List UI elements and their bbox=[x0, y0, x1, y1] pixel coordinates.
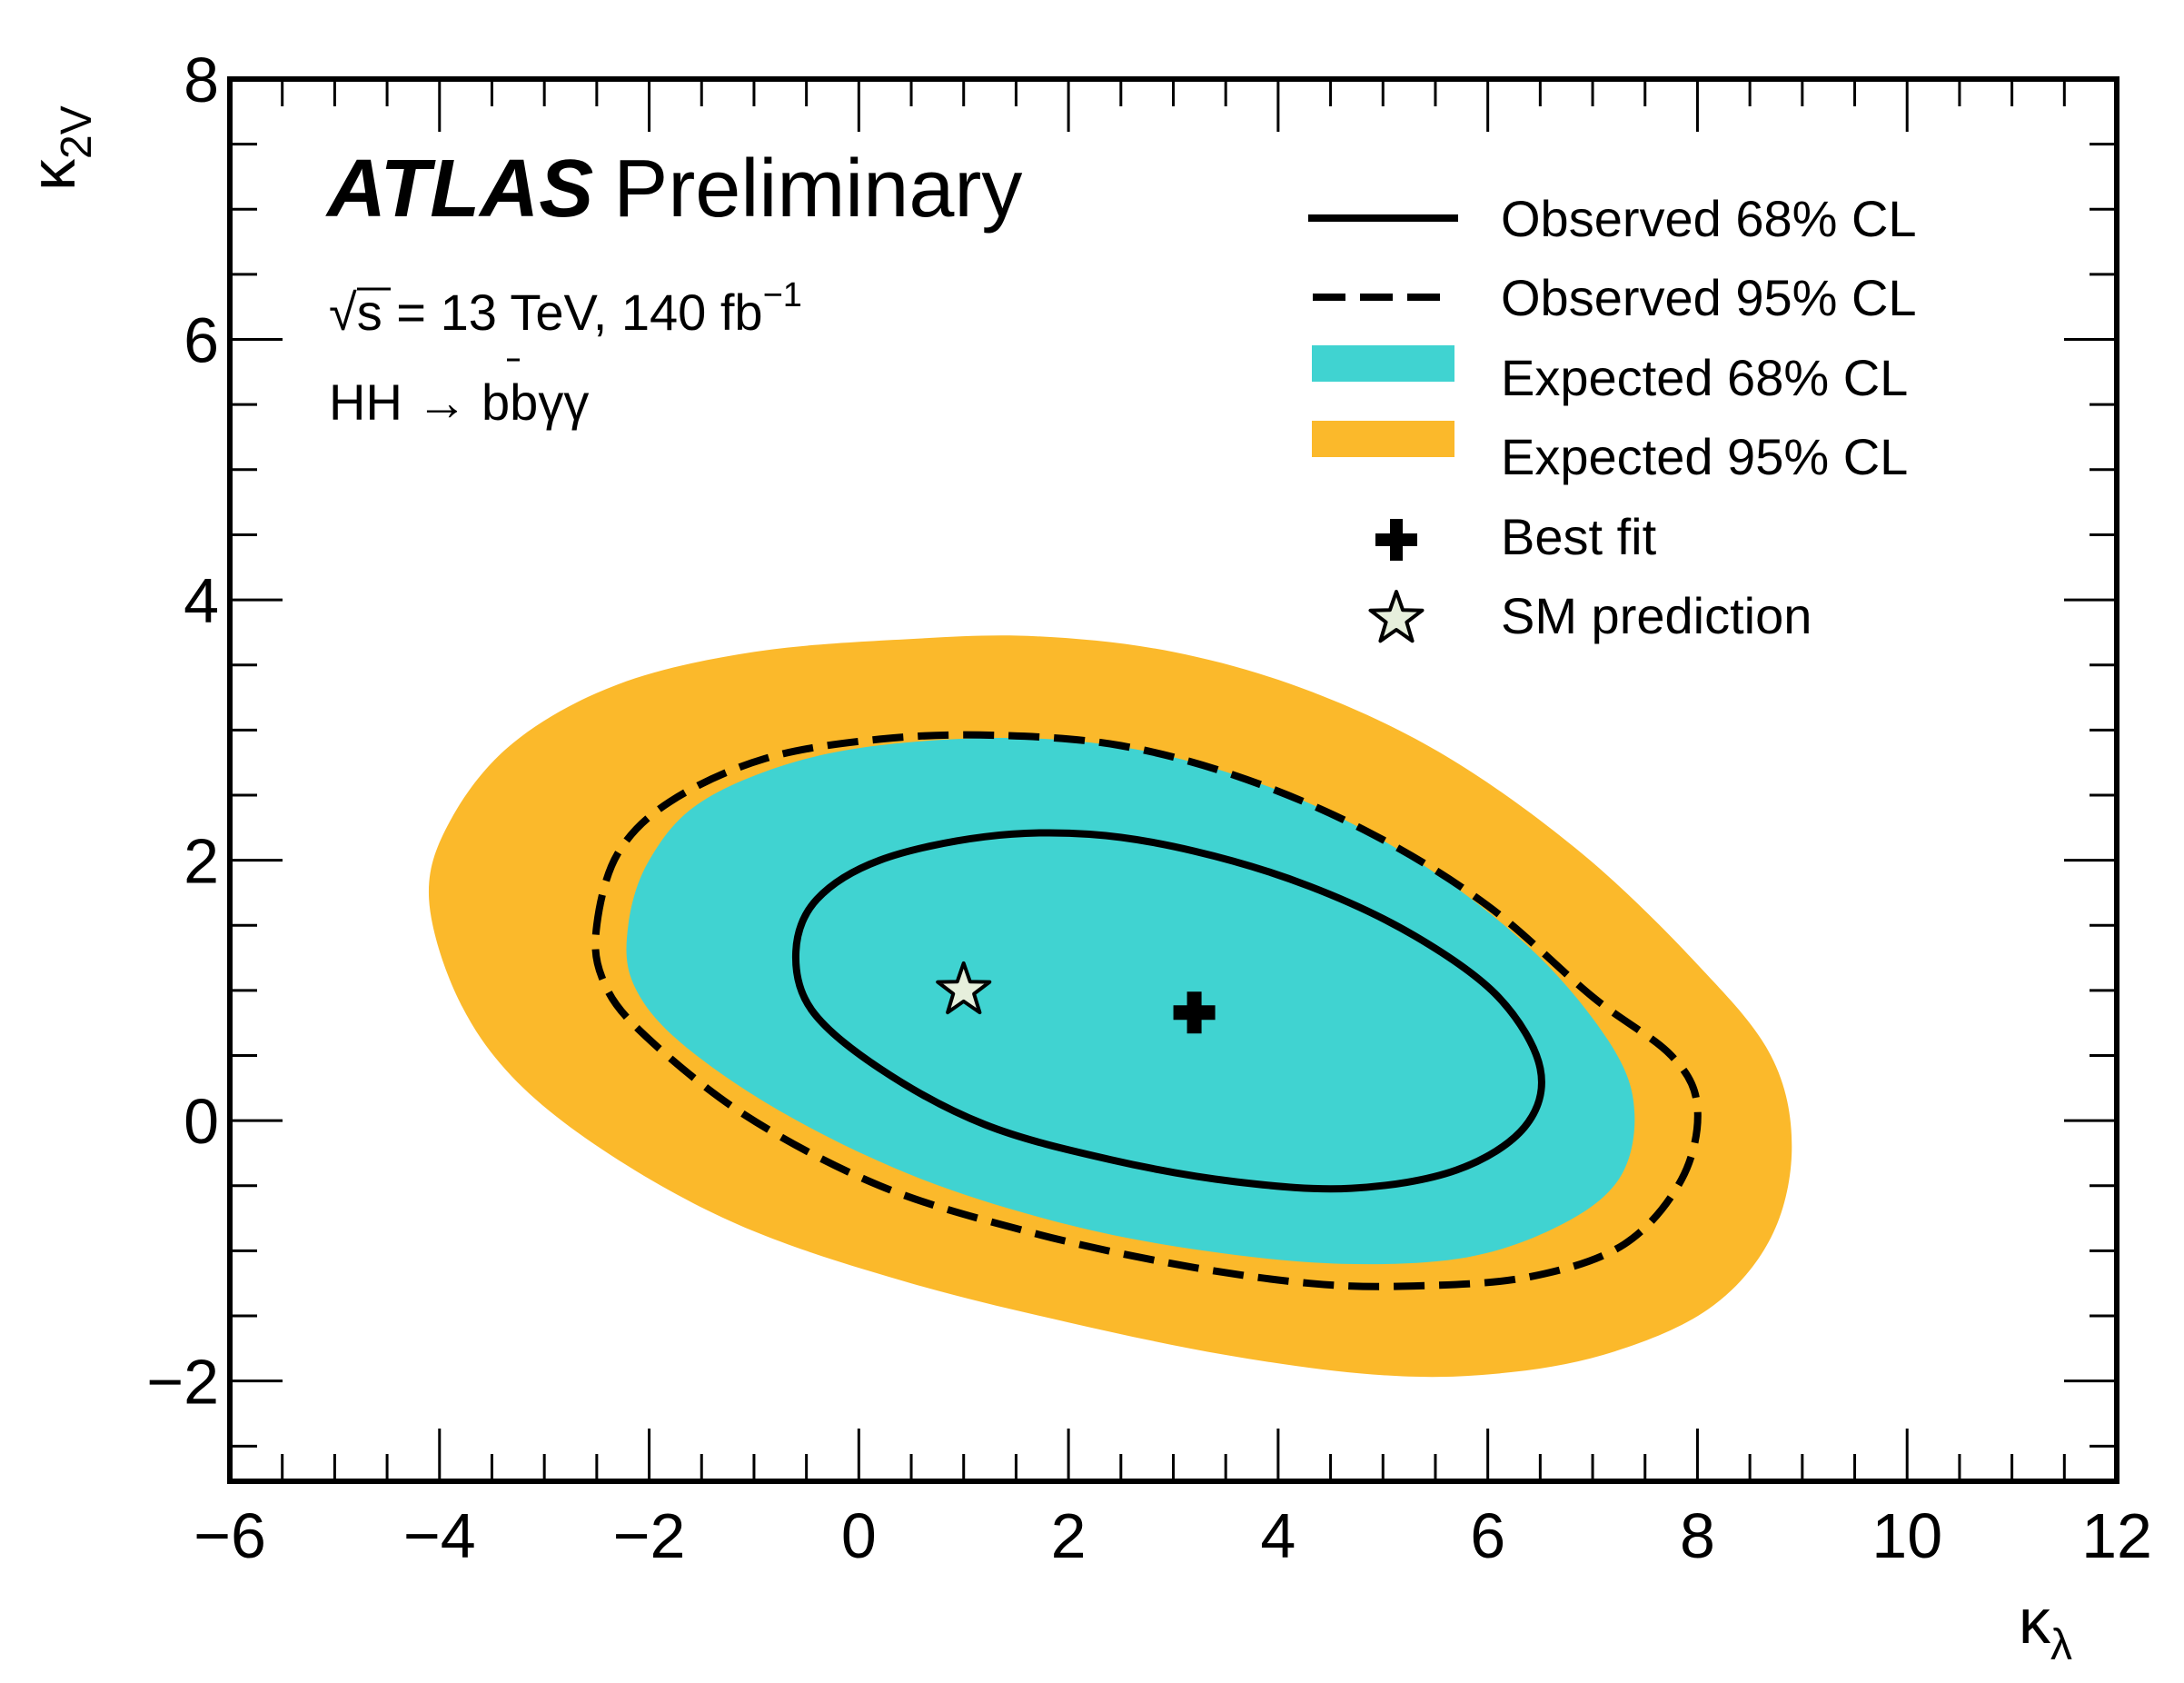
process-prefix: HH → b bbox=[329, 373, 510, 431]
experiment-name: ATLAS bbox=[325, 144, 593, 234]
x-tick-labels: −6 −4 −2 0 2 4 6 8 10 12 bbox=[194, 1500, 2152, 1571]
legend-best-fit-icon bbox=[1375, 519, 1417, 561]
legend-swatch-expected-95 bbox=[1312, 421, 1454, 457]
legend-label-observed-68: Observed 68% CL bbox=[1501, 190, 1917, 247]
x-tick-label: 4 bbox=[1260, 1500, 1296, 1571]
y-axis-title: κ2V bbox=[17, 105, 101, 191]
process-suffix: γγ bbox=[538, 373, 589, 431]
legend-star-icon bbox=[1368, 590, 1425, 643]
y-tick-label: 4 bbox=[184, 565, 219, 636]
energy-prefix: √s = bbox=[329, 284, 441, 341]
legend-label-observed-95: Observed 95% CL bbox=[1501, 269, 1917, 326]
y-tick-label: 8 bbox=[184, 45, 219, 115]
energy-label: √s = 13 TeV, 140 fb−1 bbox=[329, 276, 802, 341]
x-axis-title-main: κ bbox=[2019, 1586, 2051, 1657]
legend-label-expected-95: Expected 95% CL bbox=[1501, 428, 1908, 485]
x-tick-label: 6 bbox=[1470, 1500, 1505, 1571]
x-tick-label: 2 bbox=[1051, 1500, 1087, 1571]
energy-value: 13 TeV, 140 fb bbox=[441, 284, 763, 341]
y-tick-label: 0 bbox=[184, 1086, 219, 1157]
y-tick-label: 2 bbox=[184, 826, 219, 897]
legend-swatch-expected-68 bbox=[1312, 345, 1454, 382]
y-tick-label: −2 bbox=[146, 1347, 219, 1418]
process-label: HH → bbγγ bbox=[329, 373, 589, 431]
legend-label-expected-68: Expected 68% CL bbox=[1501, 349, 1908, 406]
x-axis-title: κλ bbox=[2019, 1586, 2072, 1669]
x-tick-label: 0 bbox=[841, 1500, 877, 1571]
y-axis-title-sub: 2V bbox=[53, 105, 101, 159]
plot-frame bbox=[227, 76, 2119, 1484]
y-tick-label: 6 bbox=[184, 305, 219, 376]
status-label: Preliminary bbox=[613, 144, 1022, 234]
best-fit-marker bbox=[1173, 991, 1216, 1034]
x-tick-label: 10 bbox=[1871, 1500, 1942, 1571]
lumi-exponent: −1 bbox=[763, 276, 802, 314]
y-axis-title-main: κ bbox=[17, 158, 88, 191]
observed-95-contour bbox=[591, 731, 1702, 1290]
x-tick-label: −2 bbox=[613, 1500, 686, 1571]
x-tick-label: −6 bbox=[194, 1500, 266, 1571]
x-tick-label: −4 bbox=[403, 1500, 476, 1571]
expected-68-contour bbox=[626, 738, 1635, 1265]
x-axis-title-sub: λ bbox=[2050, 1621, 2072, 1669]
atlas-label: ATLAS Preliminary bbox=[325, 144, 1022, 234]
legend: Observed 68% CL Observed 95% CL Expected… bbox=[1308, 190, 1917, 644]
x-tick-label: 12 bbox=[2081, 1500, 2152, 1571]
sm-prediction-marker bbox=[936, 961, 992, 1015]
marker-layer bbox=[936, 961, 1216, 1034]
contour-layer bbox=[428, 635, 1792, 1378]
legend-label-sm-prediction: SM prediction bbox=[1501, 587, 1812, 644]
process-bbar: b bbox=[510, 373, 538, 431]
x-tick-label: 8 bbox=[1680, 1500, 1715, 1571]
legend-label-best-fit: Best fit bbox=[1501, 508, 1657, 565]
observed-68-contour bbox=[791, 829, 1545, 1193]
y-tick-labels: −2 0 2 4 6 8 bbox=[146, 45, 219, 1418]
